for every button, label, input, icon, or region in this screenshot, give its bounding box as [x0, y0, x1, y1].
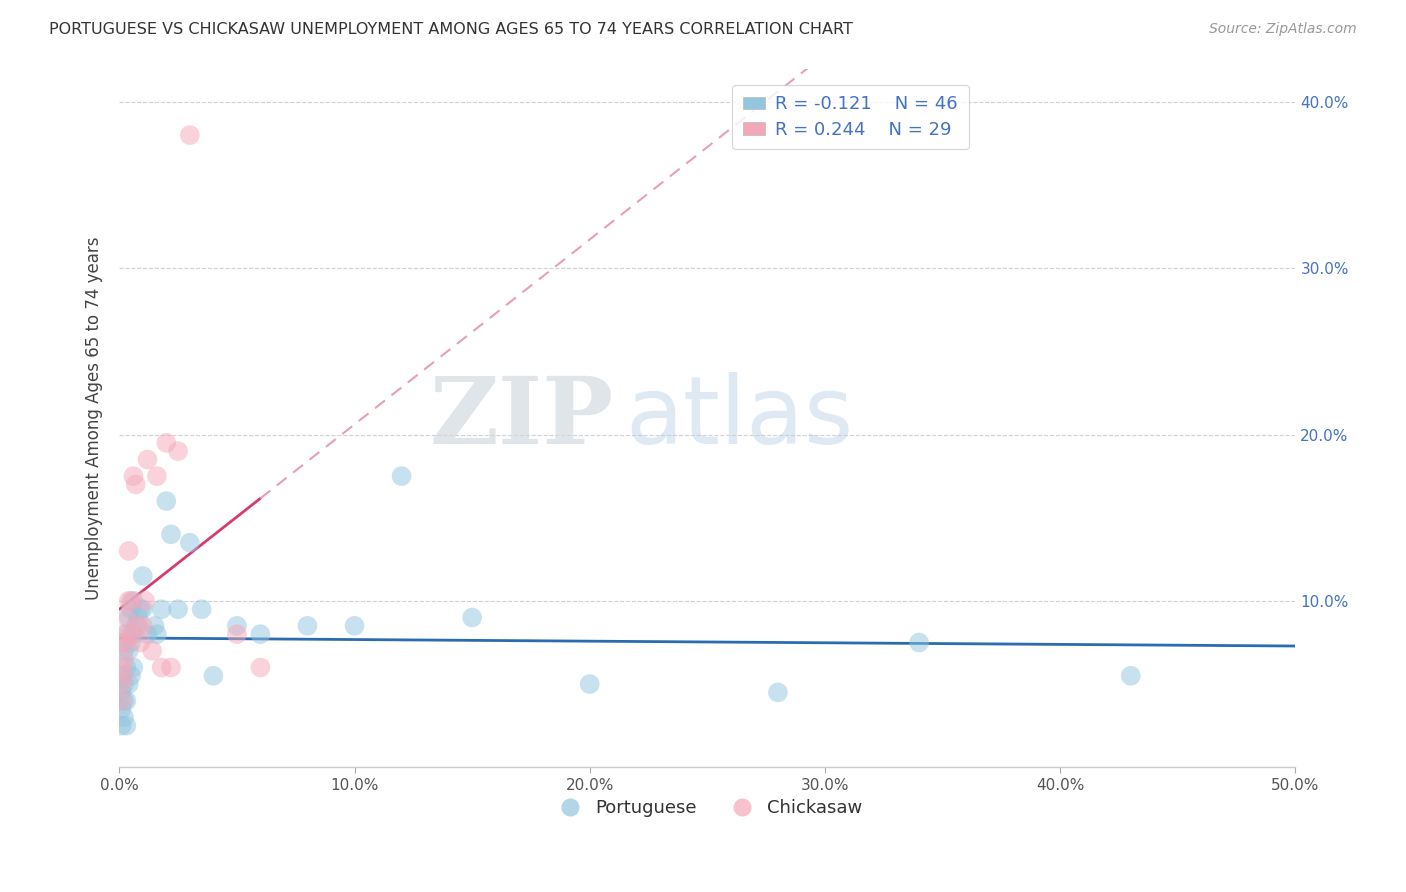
Point [125, 477, 148, 491]
Point [111, 719, 134, 733]
Point [461, 610, 484, 624]
Point [155, 494, 177, 508]
Text: PORTUGUESE VS CHICKASAW UNEMPLOYMENT AMONG AGES 65 TO 74 YEARS CORRELATION CHART: PORTUGUESE VS CHICKASAW UNEMPLOYMENT AMO… [49, 22, 853, 37]
Point [391, 469, 413, 483]
Point [118, 644, 141, 658]
Point [249, 660, 271, 674]
Point [111, 635, 134, 649]
Point [115, 660, 138, 674]
Point [118, 594, 141, 608]
Point [167, 444, 190, 458]
Point [115, 694, 138, 708]
Point [578, 677, 600, 691]
Point [118, 544, 141, 558]
Point [190, 602, 212, 616]
Point [120, 602, 142, 616]
Point [155, 435, 177, 450]
Point [132, 569, 155, 583]
Point [112, 669, 135, 683]
Point [908, 635, 931, 649]
Text: ZIP: ZIP [429, 373, 613, 463]
Point [120, 594, 142, 608]
Point [122, 660, 145, 674]
Point [112, 644, 135, 658]
Point [111, 685, 134, 699]
Y-axis label: Unemployment Among Ages 65 to 74 years: Unemployment Among Ages 65 to 74 years [86, 236, 103, 599]
Point [179, 128, 201, 142]
Point [167, 602, 190, 616]
Point [115, 610, 138, 624]
Point [297, 619, 319, 633]
Point [115, 627, 138, 641]
Point [122, 594, 145, 608]
Point [202, 669, 225, 683]
Point [129, 635, 152, 649]
Point [112, 694, 135, 708]
Point [112, 627, 135, 641]
Point [115, 719, 138, 733]
Point [127, 610, 149, 624]
Point [111, 677, 134, 691]
Point [112, 652, 135, 666]
Point [112, 710, 135, 724]
Point [111, 660, 134, 674]
Point [766, 685, 789, 699]
Point [143, 619, 166, 633]
Text: atlas: atlas [626, 372, 853, 464]
Point [129, 602, 152, 616]
Point [146, 469, 169, 483]
Point [111, 702, 134, 716]
Point [111, 694, 134, 708]
Point [122, 469, 145, 483]
Point [120, 669, 142, 683]
Point [249, 627, 271, 641]
Point [225, 627, 247, 641]
Legend: Portuguese, Chickasaw: Portuguese, Chickasaw [546, 792, 870, 824]
Point [179, 535, 201, 549]
Point [132, 619, 155, 633]
Point [118, 677, 141, 691]
Point [343, 619, 366, 633]
Point [132, 602, 155, 616]
Point [122, 627, 145, 641]
Point [134, 594, 156, 608]
Point [125, 619, 148, 633]
Point [136, 452, 159, 467]
Point [120, 635, 142, 649]
Point [136, 627, 159, 641]
Point [225, 619, 247, 633]
Point [111, 669, 134, 683]
Point [150, 602, 173, 616]
Point [112, 677, 135, 691]
Point [160, 527, 183, 541]
Point [1119, 669, 1142, 683]
Point [160, 660, 183, 674]
Point [118, 610, 141, 624]
Point [146, 627, 169, 641]
Point [115, 635, 138, 649]
Point [141, 644, 163, 658]
Text: Source: ZipAtlas.com: Source: ZipAtlas.com [1209, 22, 1357, 37]
Point [120, 627, 142, 641]
Point [150, 660, 173, 674]
Point [127, 619, 149, 633]
